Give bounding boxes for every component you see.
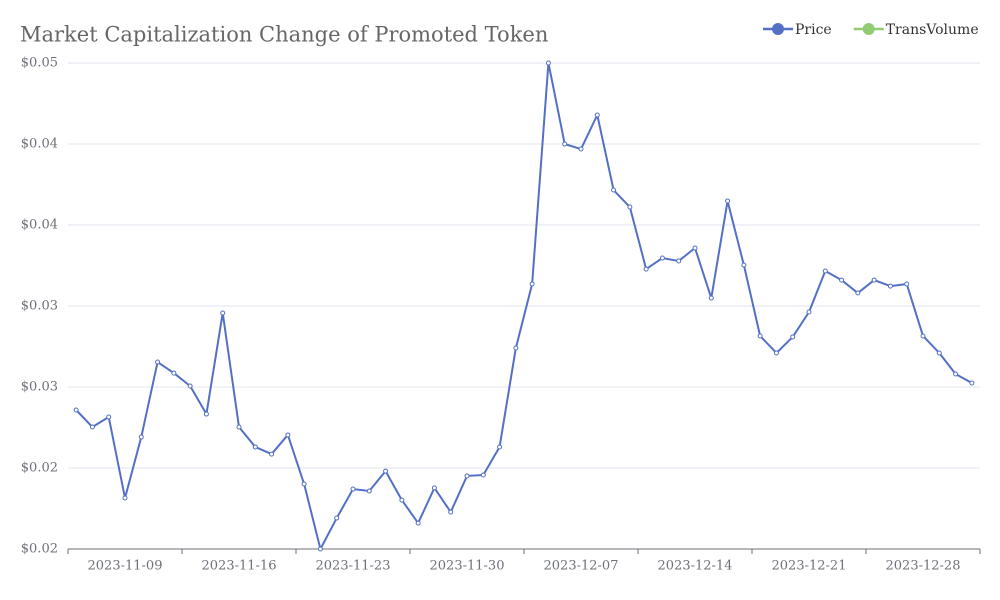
point xyxy=(659,255,665,261)
x-tick-label: 2023-12-14 xyxy=(658,559,733,574)
point xyxy=(545,60,551,66)
point xyxy=(383,468,389,474)
point xyxy=(806,309,812,315)
point xyxy=(155,359,161,365)
point xyxy=(317,546,323,552)
point xyxy=(904,281,910,287)
point xyxy=(708,295,714,301)
point xyxy=(822,268,828,274)
point xyxy=(529,281,535,287)
legend-label: TransVolume xyxy=(886,22,979,38)
point xyxy=(138,434,144,440)
y-tick-label: $0.02 xyxy=(21,542,58,557)
point xyxy=(399,497,405,503)
point xyxy=(431,485,437,491)
y-tick-label: $0.04 xyxy=(21,218,58,233)
point xyxy=(643,266,649,272)
point xyxy=(334,515,340,521)
y-tick-label: $0.04 xyxy=(21,137,58,152)
point xyxy=(855,290,861,296)
point xyxy=(692,245,698,251)
point xyxy=(269,451,275,457)
point xyxy=(757,333,763,339)
point xyxy=(562,141,568,147)
point xyxy=(920,333,926,339)
point xyxy=(887,283,893,289)
y-tick-label: $0.05 xyxy=(21,56,58,71)
x-tick-label: 2023-11-30 xyxy=(430,559,505,574)
point xyxy=(594,112,600,118)
point xyxy=(122,495,128,501)
x-tick-label: 2023-11-16 xyxy=(202,559,277,574)
point xyxy=(171,370,177,376)
chart-title: Market Capitalization Change of Promoted… xyxy=(20,23,548,47)
point xyxy=(871,277,877,283)
legend-label: Price xyxy=(795,22,832,38)
x-tick-label: 2023-12-28 xyxy=(886,559,961,574)
x-tick-label: 2023-12-07 xyxy=(544,559,619,574)
x-tick-label: 2023-11-23 xyxy=(316,559,391,574)
point xyxy=(578,146,584,152)
x-tick-label: 2023-12-21 xyxy=(772,559,847,574)
point xyxy=(415,520,421,526)
point xyxy=(627,204,633,210)
point xyxy=(725,198,731,204)
point xyxy=(187,383,193,389)
point xyxy=(464,473,470,479)
point xyxy=(252,444,258,450)
point xyxy=(73,407,79,413)
point xyxy=(350,486,356,492)
point xyxy=(301,481,307,487)
point xyxy=(611,187,617,193)
point xyxy=(89,424,95,430)
point xyxy=(936,350,942,356)
point xyxy=(790,334,796,340)
point xyxy=(969,380,975,386)
point xyxy=(480,472,486,478)
y-tick-label: $0.02 xyxy=(21,461,58,476)
point xyxy=(741,262,747,268)
line xyxy=(75,62,973,550)
point xyxy=(203,411,209,417)
point xyxy=(773,350,779,356)
point xyxy=(220,310,226,316)
point xyxy=(839,277,845,283)
point xyxy=(285,432,291,438)
point xyxy=(953,371,959,377)
y-tick-label: $0.03 xyxy=(21,299,58,314)
point xyxy=(497,444,503,450)
point xyxy=(106,414,112,420)
point xyxy=(676,258,682,264)
y-tick-label: $0.03 xyxy=(21,380,58,395)
x-tick-label: 2023-11-09 xyxy=(88,559,163,574)
legend-marker xyxy=(772,23,784,35)
point xyxy=(448,509,454,515)
point xyxy=(236,424,242,430)
point xyxy=(513,345,519,351)
legend-marker xyxy=(862,23,875,35)
point xyxy=(366,488,372,494)
